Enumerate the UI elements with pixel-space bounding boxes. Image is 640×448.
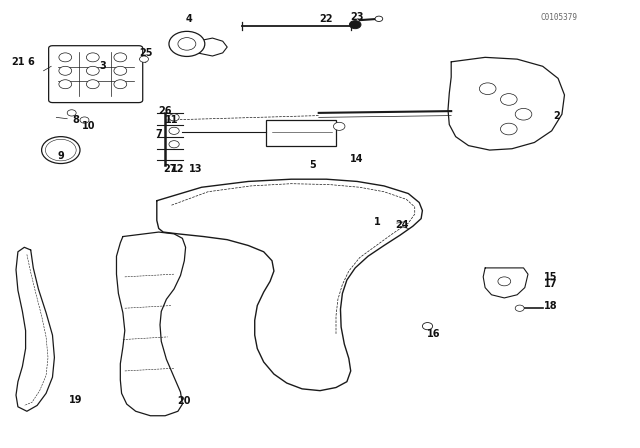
Text: 3: 3 <box>99 61 106 71</box>
Circle shape <box>169 114 179 121</box>
Text: 11: 11 <box>164 115 179 125</box>
Circle shape <box>500 94 517 105</box>
Circle shape <box>500 123 517 135</box>
Circle shape <box>178 38 196 50</box>
Text: 22: 22 <box>319 14 333 24</box>
Text: 10: 10 <box>81 121 95 131</box>
Text: 13: 13 <box>188 164 202 174</box>
Circle shape <box>49 142 72 158</box>
Circle shape <box>59 53 72 62</box>
Text: 15: 15 <box>543 272 557 282</box>
Circle shape <box>479 83 496 95</box>
Circle shape <box>42 137 80 164</box>
Text: C0105379: C0105379 <box>541 13 578 22</box>
Bar <box>266 120 336 146</box>
Text: 20: 20 <box>177 396 191 406</box>
Text: 25: 25 <box>139 48 153 58</box>
Text: 26: 26 <box>158 106 172 116</box>
Circle shape <box>114 66 127 75</box>
FancyBboxPatch shape <box>49 46 143 103</box>
Text: 8: 8 <box>72 115 79 125</box>
Text: 2: 2 <box>554 112 560 121</box>
Text: 19: 19 <box>68 395 83 405</box>
Text: 4: 4 <box>186 14 192 24</box>
Text: 7: 7 <box>156 129 162 139</box>
Circle shape <box>498 277 511 286</box>
Text: 23: 23 <box>350 12 364 22</box>
Text: 5: 5 <box>309 160 316 170</box>
Text: 17: 17 <box>543 280 557 289</box>
Circle shape <box>86 80 99 89</box>
Circle shape <box>67 110 76 116</box>
Circle shape <box>86 66 99 75</box>
Circle shape <box>114 80 127 89</box>
Text: 24: 24 <box>395 220 409 230</box>
Circle shape <box>114 53 127 62</box>
Text: 14: 14 <box>350 154 364 164</box>
Circle shape <box>169 31 205 56</box>
Circle shape <box>375 16 383 22</box>
Text: 27: 27 <box>163 164 177 174</box>
Text: 6: 6 <box>28 57 34 67</box>
Text: 21: 21 <box>11 57 25 67</box>
Circle shape <box>59 66 72 75</box>
Circle shape <box>169 141 179 148</box>
Circle shape <box>59 80 72 89</box>
Text: 16: 16 <box>427 329 441 339</box>
Circle shape <box>422 323 433 330</box>
Text: 12: 12 <box>171 164 185 174</box>
Text: 9: 9 <box>58 151 64 161</box>
Circle shape <box>349 21 361 29</box>
Circle shape <box>86 53 99 62</box>
Text: 1: 1 <box>374 217 381 227</box>
Text: 18: 18 <box>543 301 557 310</box>
Circle shape <box>169 127 179 134</box>
Circle shape <box>515 108 532 120</box>
Circle shape <box>140 56 148 62</box>
Circle shape <box>333 122 345 130</box>
Circle shape <box>80 117 89 123</box>
Circle shape <box>45 139 76 161</box>
Circle shape <box>515 305 524 311</box>
